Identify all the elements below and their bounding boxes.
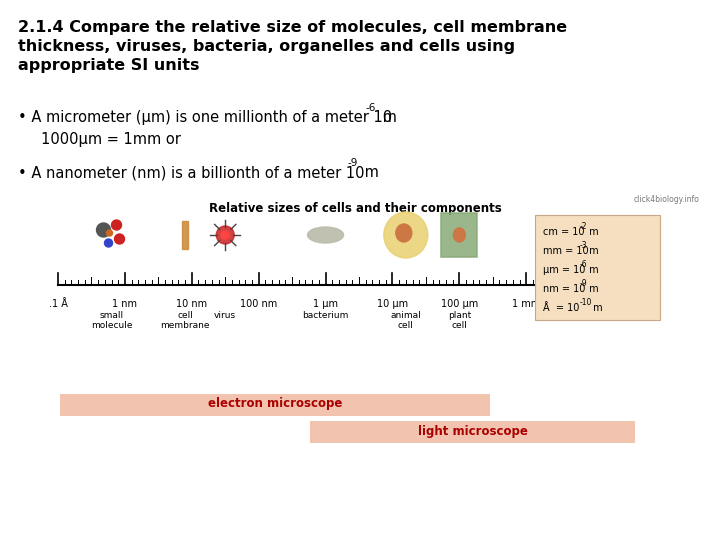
Text: click4biology.info: click4biology.info: [634, 195, 700, 204]
Ellipse shape: [384, 212, 428, 258]
Circle shape: [96, 223, 110, 237]
Text: 1 μm: 1 μm: [313, 299, 338, 309]
Circle shape: [104, 239, 112, 247]
Bar: [182, 221, 188, 249]
Text: μm = 10: μm = 10: [543, 265, 585, 275]
Text: small
molecule: small molecule: [91, 311, 132, 330]
Text: m: m: [586, 265, 599, 275]
Text: nm = 10: nm = 10: [543, 284, 585, 294]
Text: -9: -9: [580, 279, 587, 288]
Circle shape: [114, 234, 125, 244]
Bar: [441, 213, 477, 257]
Text: m: m: [586, 227, 599, 237]
Text: -2: -2: [580, 222, 587, 231]
Text: cell
membrane: cell membrane: [161, 311, 210, 330]
Text: .1 Å: .1 Å: [48, 299, 68, 309]
Text: m: m: [586, 284, 599, 294]
Text: Relative sizes of cells and their components: Relative sizes of cells and their compon…: [209, 202, 501, 215]
Text: electron microscope: electron microscope: [208, 397, 342, 410]
Text: m: m: [590, 303, 603, 313]
Text: thickness, viruses, bacteria, organelles and cells using: thickness, viruses, bacteria, organelles…: [18, 39, 515, 54]
Text: mm = 10: mm = 10: [543, 246, 589, 256]
Text: • A nanometer (nm) is a billionth of a meter 10: • A nanometer (nm) is a billionth of a m…: [18, 165, 364, 180]
Ellipse shape: [396, 224, 412, 242]
Text: -10: -10: [580, 298, 592, 307]
Text: Å  = 10: Å = 10: [543, 303, 580, 313]
Circle shape: [216, 226, 234, 244]
Text: 100 nm: 100 nm: [240, 299, 277, 309]
Circle shape: [112, 220, 122, 230]
Text: 2.1.4 Compare the relative size of molecules, cell membrane: 2.1.4 Compare the relative size of molec…: [18, 20, 567, 35]
Bar: [60, 394, 490, 416]
Text: -3: -3: [580, 241, 587, 250]
Text: light microscope: light microscope: [418, 424, 528, 437]
Text: 10 μm: 10 μm: [377, 299, 408, 309]
Text: 100 μm: 100 μm: [441, 299, 478, 309]
Text: 1 nm: 1 nm: [112, 299, 138, 309]
Text: animal
cell: animal cell: [390, 311, 421, 330]
Text: 1 mm: 1 mm: [512, 299, 540, 309]
Text: m: m: [586, 246, 599, 256]
Text: 10 nm: 10 nm: [176, 299, 207, 309]
Bar: [535, 215, 660, 320]
Circle shape: [221, 231, 229, 239]
Circle shape: [107, 230, 112, 236]
Text: cm = 10: cm = 10: [543, 227, 585, 237]
Text: -6: -6: [580, 260, 587, 269]
Text: appropriate SI units: appropriate SI units: [18, 58, 199, 73]
Text: -9: -9: [348, 158, 359, 168]
Text: virus: virus: [214, 311, 236, 320]
Text: -6: -6: [366, 103, 377, 113]
Bar: [310, 421, 635, 443]
Text: bacterium: bacterium: [302, 311, 348, 320]
Text: • A micrometer (μm) is one millionth of a meter 10: • A micrometer (μm) is one millionth of …: [18, 110, 392, 125]
Text: m: m: [360, 165, 379, 180]
Text: m: m: [378, 110, 397, 125]
Ellipse shape: [454, 228, 465, 242]
Text: 1000μm = 1mm or: 1000μm = 1mm or: [18, 132, 181, 147]
Ellipse shape: [307, 227, 343, 243]
Text: plant
cell: plant cell: [448, 311, 471, 330]
Text: 1 cm: 1 cm: [581, 299, 606, 309]
